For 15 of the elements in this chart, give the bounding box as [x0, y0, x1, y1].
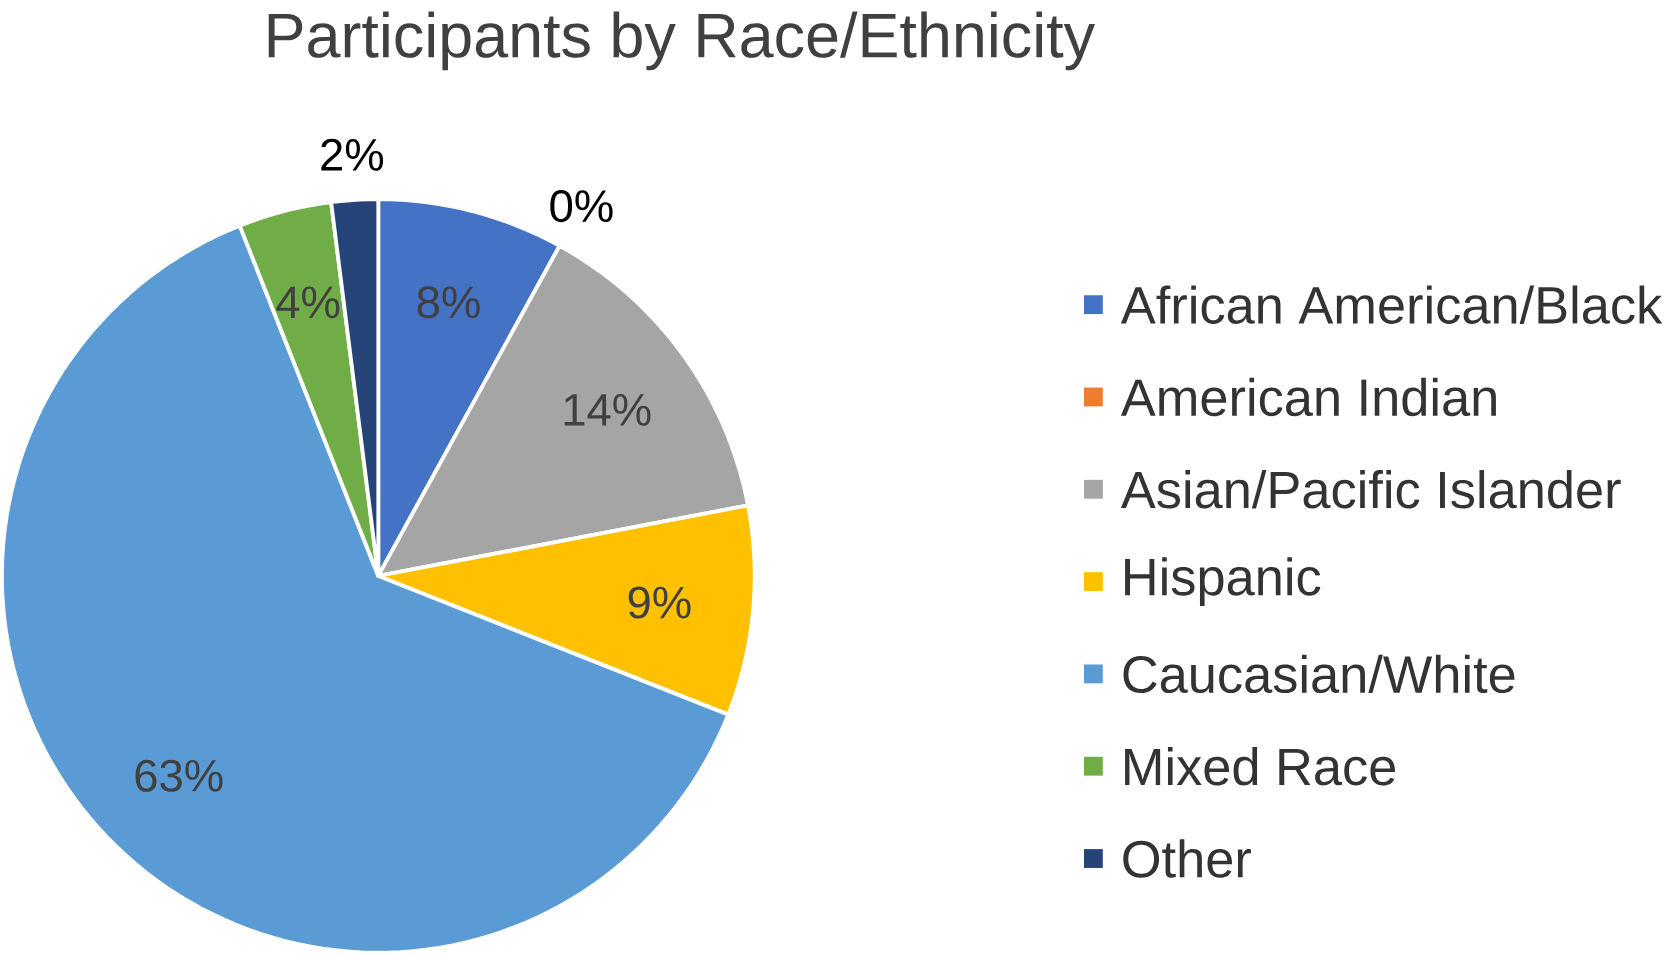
- data-label: 9%: [628, 586, 691, 619]
- data-label: 63%: [135, 759, 223, 792]
- legend-label: Mixed Race: [1125, 747, 1395, 786]
- text: 0%: [550, 190, 613, 223]
- legend-label: Other: [1123, 839, 1251, 878]
- data-label: 14%: [564, 394, 651, 426]
- data-label: 8%: [417, 286, 480, 319]
- data-label: 4%: [276, 286, 340, 319]
- legend-label: American Indian: [1120, 377, 1496, 417]
- legend-label: African American/Black: [1120, 285, 1663, 325]
- legend-label: Hispanic: [1125, 557, 1321, 607]
- data-label: 2%: [321, 138, 384, 171]
- legend-label: Asian/Pacific Islander: [1120, 470, 1621, 509]
- chart-title: Participants by Race/Ethnicity: [268, 11, 1095, 71]
- legend-label: Caucasian/White: [1123, 654, 1515, 694]
